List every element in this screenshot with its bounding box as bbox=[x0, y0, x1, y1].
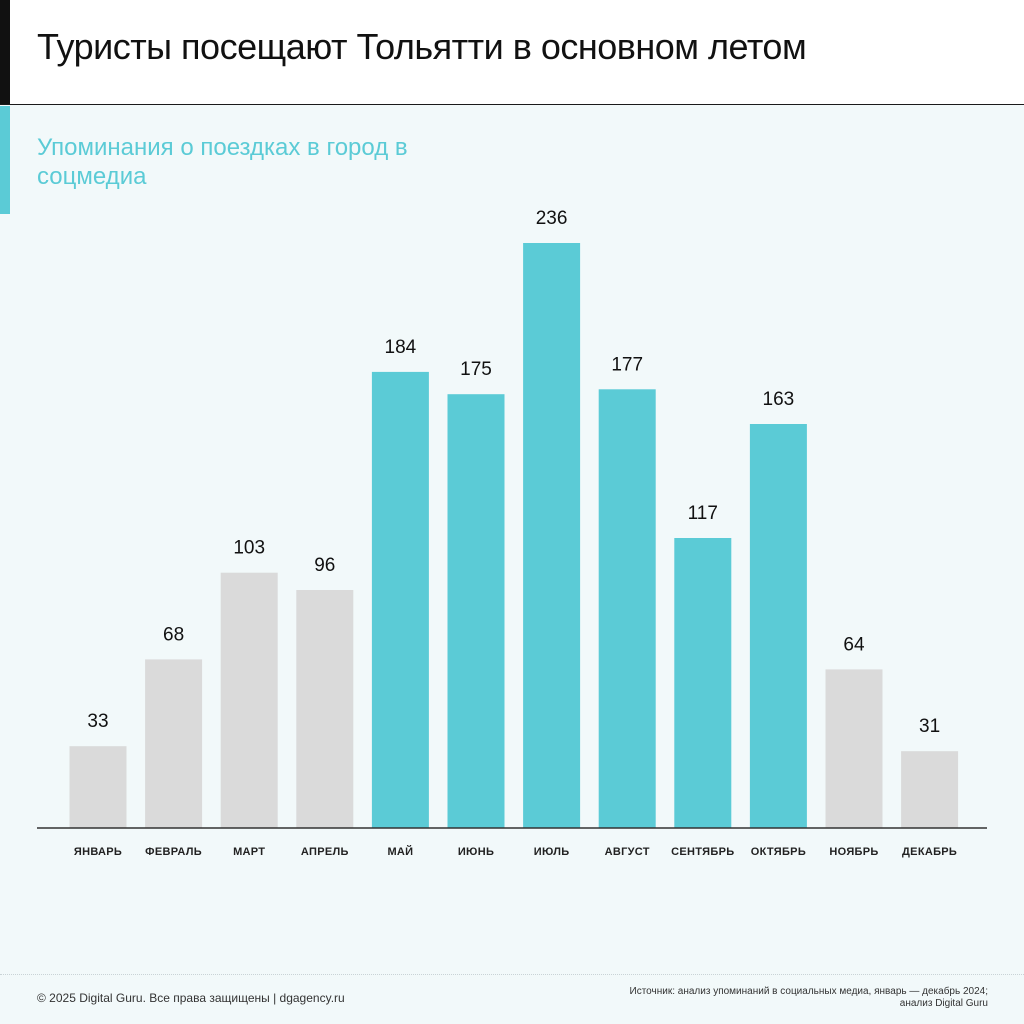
bar-9 bbox=[674, 538, 732, 828]
header-accent-bar bbox=[0, 0, 10, 104]
bar-value-label: 163 bbox=[763, 389, 795, 410]
x-tick-label: АВГУСТ bbox=[605, 846, 650, 858]
x-tick-label: ФЕВРАЛЬ bbox=[145, 846, 202, 858]
x-tick-label: СЕНТЯБРЬ bbox=[671, 846, 734, 858]
bar-1 bbox=[69, 746, 127, 828]
x-tick-label: АПРЕЛЬ bbox=[301, 846, 349, 858]
bar-value-label: 31 bbox=[919, 716, 940, 737]
footer-copyright: © 2025 Digital Guru. Все права защищены … bbox=[37, 991, 345, 1005]
bar-value-label: 68 bbox=[163, 624, 184, 645]
bar-6 bbox=[447, 394, 505, 828]
bar-4 bbox=[296, 590, 354, 828]
footer-source: Источник: анализ упоминаний в социальных… bbox=[630, 986, 988, 1010]
bar-value-label: 96 bbox=[314, 555, 335, 576]
bar-3 bbox=[220, 572, 278, 828]
bar-11 bbox=[825, 669, 883, 828]
x-tick-label: МАРТ bbox=[233, 846, 265, 858]
bar-2 bbox=[145, 659, 203, 828]
bar-10 bbox=[749, 424, 807, 828]
chart-title: Туристы посещают Тольятти в основном лет… bbox=[37, 26, 807, 67]
x-tick-label: МАЙ bbox=[387, 845, 413, 858]
bar-8 bbox=[598, 389, 656, 828]
x-tick-label: ОКТЯБРЬ bbox=[751, 846, 806, 858]
footer-source-line-2: анализ Digital Guru bbox=[899, 998, 988, 1009]
bar-value-label: 103 bbox=[233, 538, 265, 559]
x-tick-label: ЯНВАРЬ bbox=[74, 846, 122, 858]
bar-value-label: 33 bbox=[87, 711, 108, 732]
bar-value-label: 117 bbox=[688, 503, 718, 524]
x-tick-label: ИЮЛЬ bbox=[534, 846, 570, 858]
bar-value-label: 184 bbox=[385, 337, 417, 358]
footer-source-line-1: Источник: анализ упоминаний в социальных… bbox=[629, 986, 988, 997]
bar-value-label: 175 bbox=[460, 359, 492, 380]
bar-chart: 33 ЯНВАРЬ 68 ФЕВРАЛЬ 103 МАРТ 96 АПРЕЛЬ 184 МАЙ 17… bbox=[37, 208, 987, 858]
footer-divider bbox=[0, 974, 1024, 975]
bar-7 bbox=[523, 243, 581, 828]
header: Туристы посещают Тольятти в основном лет… bbox=[0, 0, 1024, 105]
bar-5 bbox=[371, 371, 429, 828]
x-tick-label: ДЕКАБРЬ bbox=[902, 846, 957, 858]
chart-subtitle: Упоминания о поездках в город в соцмедиа bbox=[37, 134, 408, 190]
bar-value-label: 64 bbox=[843, 634, 865, 655]
bar-value-label: 177 bbox=[611, 354, 643, 375]
x-tick-label: НОЯБРЬ bbox=[829, 846, 878, 858]
bar-value-label: 236 bbox=[536, 208, 568, 229]
subtitle-accent-bar bbox=[0, 106, 10, 214]
bar-12 bbox=[901, 751, 959, 828]
x-tick-label: ИЮНЬ bbox=[458, 846, 494, 858]
